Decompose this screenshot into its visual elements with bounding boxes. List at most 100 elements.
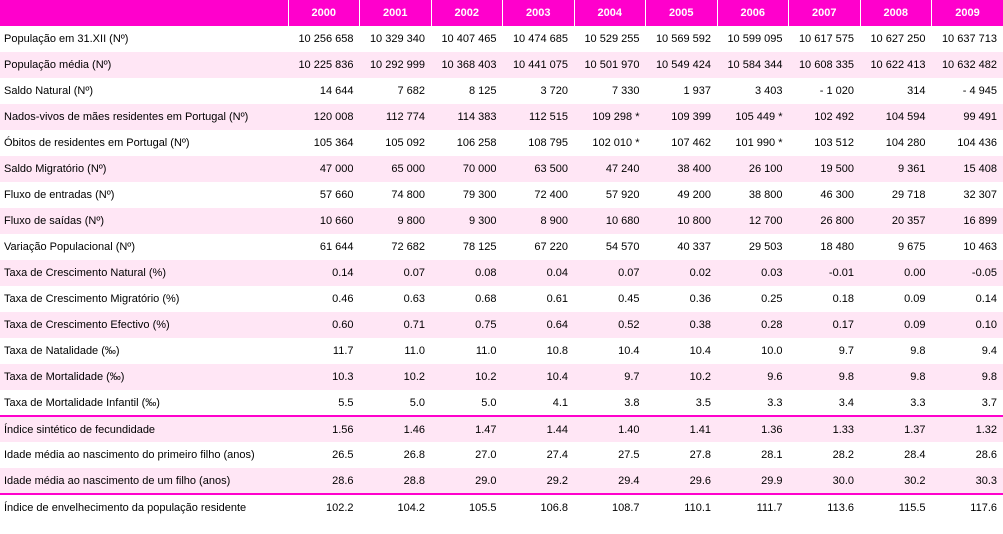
cell-value: 11.7 [288,338,360,364]
cell-value: 1.44 [503,416,575,442]
cell-value: 10 292 999 [360,52,432,78]
cell-value: 3 403 [717,78,789,104]
cell-value: 112 515 [503,104,575,130]
cell-value: 27.8 [646,442,718,468]
table-row: Taxa de Mortalidade Infantil (‰)5.55.05.… [0,390,1003,416]
cell-value: 115.5 [860,494,932,520]
cell-value: 29.4 [574,468,646,494]
cell-value: 10 622 413 [860,52,932,78]
cell-value: 10.8 [503,338,575,364]
cell-value: 26.5 [288,442,360,468]
table-row: Óbitos de residentes em Portugal (Nº)105… [0,130,1003,156]
cell-value: 10 474 685 [503,26,575,52]
cell-value: 10 329 340 [360,26,432,52]
cell-value: 0.17 [789,312,861,338]
cell-value: 0.75 [431,312,503,338]
cell-value: 29.0 [431,468,503,494]
cell-value: 30.0 [789,468,861,494]
row-label: Taxa de Mortalidade (‰) [0,364,288,390]
cell-value: 0.61 [503,286,575,312]
cell-value: 104 594 [860,104,932,130]
cell-value: 9 800 [360,208,432,234]
table-row: Taxa de Crescimento Natural (%)0.140.070… [0,260,1003,286]
cell-value: 10.2 [431,364,503,390]
cell-value: 1 937 [646,78,718,104]
header-year: 2000 [288,0,360,26]
table-row: Fluxo de saídas (Nº)10 6609 8009 3008 90… [0,208,1003,234]
cell-value: 0.14 [288,260,360,286]
cell-value: 314 [860,78,932,104]
cell-value: 10 584 344 [717,52,789,78]
cell-value: 113.6 [789,494,861,520]
header-year: 2007 [789,0,861,26]
row-label: Índice de envelhecimento da população re… [0,494,288,520]
cell-value: 29.2 [503,468,575,494]
cell-value: 10.4 [574,338,646,364]
cell-value: 10 529 255 [574,26,646,52]
table-row: Saldo Migratório (Nº)47 00065 00070 0006… [0,156,1003,182]
header-year: 2004 [574,0,646,26]
cell-value: 29 503 [717,234,789,260]
cell-value: 10 225 836 [288,52,360,78]
cell-value: 10 441 075 [503,52,575,78]
cell-value: 7 330 [574,78,646,104]
table-row: Idade média ao nascimento do primeiro fi… [0,442,1003,468]
cell-value: 105 364 [288,130,360,156]
row-label: Óbitos de residentes em Portugal (Nº) [0,130,288,156]
table-row: Índice de envelhecimento da população re… [0,494,1003,520]
cell-value: 104.2 [360,494,432,520]
cell-value: 0.03 [717,260,789,286]
cell-value: 1.56 [288,416,360,442]
cell-value: 109 298 * [574,104,646,130]
cell-value: 28.4 [860,442,932,468]
cell-value: 18 480 [789,234,861,260]
cell-value: 12 700 [717,208,789,234]
cell-value: 30.2 [860,468,932,494]
row-label: Idade média ao nascimento do primeiro fi… [0,442,288,468]
cell-value: 0.08 [431,260,503,286]
cell-value: 10 368 403 [431,52,503,78]
cell-value: 5.0 [431,390,503,416]
cell-value: 57 660 [288,182,360,208]
cell-value: 106 258 [431,130,503,156]
cell-value: 9.7 [789,338,861,364]
cell-value: 29 718 [860,182,932,208]
cell-value: 29.9 [717,468,789,494]
cell-value: 67 220 [503,234,575,260]
cell-value: 46 300 [789,182,861,208]
cell-value: 109 399 [646,104,718,130]
cell-value: 1.47 [431,416,503,442]
cell-value: 70 000 [431,156,503,182]
cell-value: 105.5 [431,494,503,520]
cell-value: 3.7 [932,390,1003,416]
table-row: Taxa de Mortalidade (‰)10.310.210.210.49… [0,364,1003,390]
cell-value: 0.18 [789,286,861,312]
cell-value: 38 400 [646,156,718,182]
cell-value: 10 501 970 [574,52,646,78]
cell-value: 0.28 [717,312,789,338]
cell-value: 9.8 [860,338,932,364]
cell-value: -0.05 [932,260,1003,286]
cell-value: 0.64 [503,312,575,338]
cell-value: 1.46 [360,416,432,442]
cell-value: 32 307 [932,182,1003,208]
cell-value: 40 337 [646,234,718,260]
cell-value: 101 990 * [717,130,789,156]
cell-value: 114 383 [431,104,503,130]
cell-value: 1.36 [717,416,789,442]
row-label: Taxa de Natalidade (‰) [0,338,288,364]
row-label: Saldo Natural (Nº) [0,78,288,104]
cell-value: 9 300 [431,208,503,234]
cell-value: 1.32 [932,416,1003,442]
cell-value: 10 608 335 [789,52,861,78]
cell-value: 112 774 [360,104,432,130]
cell-value: 0.52 [574,312,646,338]
table-row: Fluxo de entradas (Nº)57 66074 80079 300… [0,182,1003,208]
cell-value: 3.3 [860,390,932,416]
cell-value: 110.1 [646,494,718,520]
cell-value: 9.8 [789,364,861,390]
cell-value: 0.09 [860,312,932,338]
cell-value: 0.02 [646,260,718,286]
cell-value: 102 492 [789,104,861,130]
cell-value: 79 300 [431,182,503,208]
